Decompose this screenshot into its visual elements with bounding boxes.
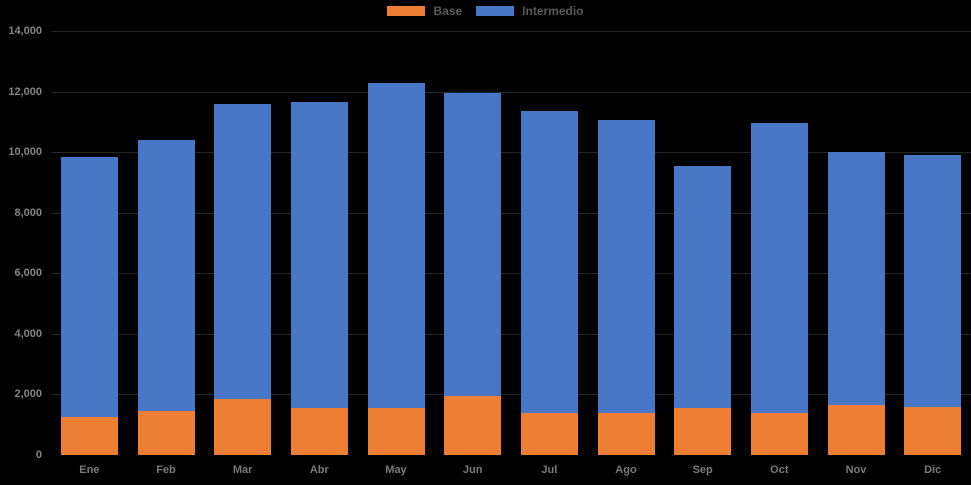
y-tick-label: 2,000 [14, 388, 42, 401]
bar-segment-base-jun [444, 395, 502, 455]
grid-line [51, 212, 971, 214]
x-category-label-dic: Dic [924, 464, 942, 476]
bar-segment-base-dic [904, 406, 962, 455]
legend-label-intermedio: Intermedio [522, 4, 584, 18]
x-category-label-nov: Nov [845, 464, 867, 476]
y-tick-label: 8,000 [14, 206, 42, 219]
bar-segment-intermedio-jun [444, 93, 502, 396]
bar-segment-base-mar [214, 398, 272, 455]
y-tick-label: 14,000 [8, 25, 42, 37]
bar-segment-base-sep [674, 408, 732, 455]
legend-item-base: Base [387, 5, 462, 17]
bar-segment-intermedio-feb [137, 140, 195, 412]
bar-segment-intermedio-may [367, 82, 425, 409]
plot-area: Ene Feb Mar Abr May Jun Jul Ago Sep Oct Nov Dic [51, 31, 971, 476]
grid-line [51, 31, 971, 32]
bar-segment-intermedio-nov [827, 152, 885, 406]
y-tick-label: 4,000 [14, 327, 42, 340]
x-category-label-mar: Mar [232, 464, 253, 476]
grid-line [51, 333, 971, 335]
bar-segment-intermedio-jul [520, 111, 578, 413]
x-category-label-ene: Ene [79, 464, 100, 476]
x-category-label-ago: Ago [615, 464, 637, 476]
legend-swatch-intermedio-icon [476, 6, 515, 16]
bar-segment-intermedio-sep [674, 165, 732, 409]
grid-line [51, 152, 971, 154]
y-tick-label: 0 [35, 449, 42, 461]
grid-line [51, 394, 971, 396]
bar-segment-base-jul [520, 412, 578, 455]
grid-line [51, 91, 971, 93]
y-tick-label: 6,000 [14, 267, 42, 280]
bar-segment-base-oct [750, 412, 808, 455]
bar-segment-intermedio-oct [750, 123, 808, 413]
y-tick-label: 10,000 [8, 146, 42, 159]
x-category-label-jun: Jun [462, 464, 483, 476]
bar-segment-intermedio-dic [904, 155, 962, 407]
chart-legend: Base Intermedio [0, 5, 971, 17]
bar-segment-base-feb [137, 411, 195, 455]
x-category-label-feb: Feb [156, 464, 176, 476]
bar-segment-base-nov [827, 405, 885, 455]
x-category-label-oct: Oct [770, 464, 789, 476]
bar-segment-intermedio-ago [597, 120, 655, 413]
y-axis: 0 2,000 4,000 6,000 8,000 10,000 12,000 14,000 [0, 25, 42, 461]
legend-swatch-base-icon [387, 6, 426, 16]
bar-segment-intermedio-ene [60, 156, 118, 418]
grid-line [51, 273, 971, 275]
legend-item-intermedio: Intermedio [476, 4, 584, 18]
x-category-label-abr: Abr [309, 464, 329, 476]
x-category-label-jul: Jul [541, 464, 558, 476]
bar-segment-base-abr [290, 408, 348, 455]
bar-segment-intermedio-abr [290, 102, 348, 409]
y-tick-label: 12,000 [8, 85, 42, 98]
bar-segment-base-ago [597, 412, 655, 455]
x-category-label-may: May [385, 464, 407, 476]
bar-segment-base-ene [60, 417, 118, 455]
bar-segment-base-may [367, 408, 425, 455]
bar-segment-intermedio-mar [214, 103, 272, 399]
x-category-label-sep: Sep [692, 464, 713, 476]
legend-label-base: Base [433, 4, 463, 18]
